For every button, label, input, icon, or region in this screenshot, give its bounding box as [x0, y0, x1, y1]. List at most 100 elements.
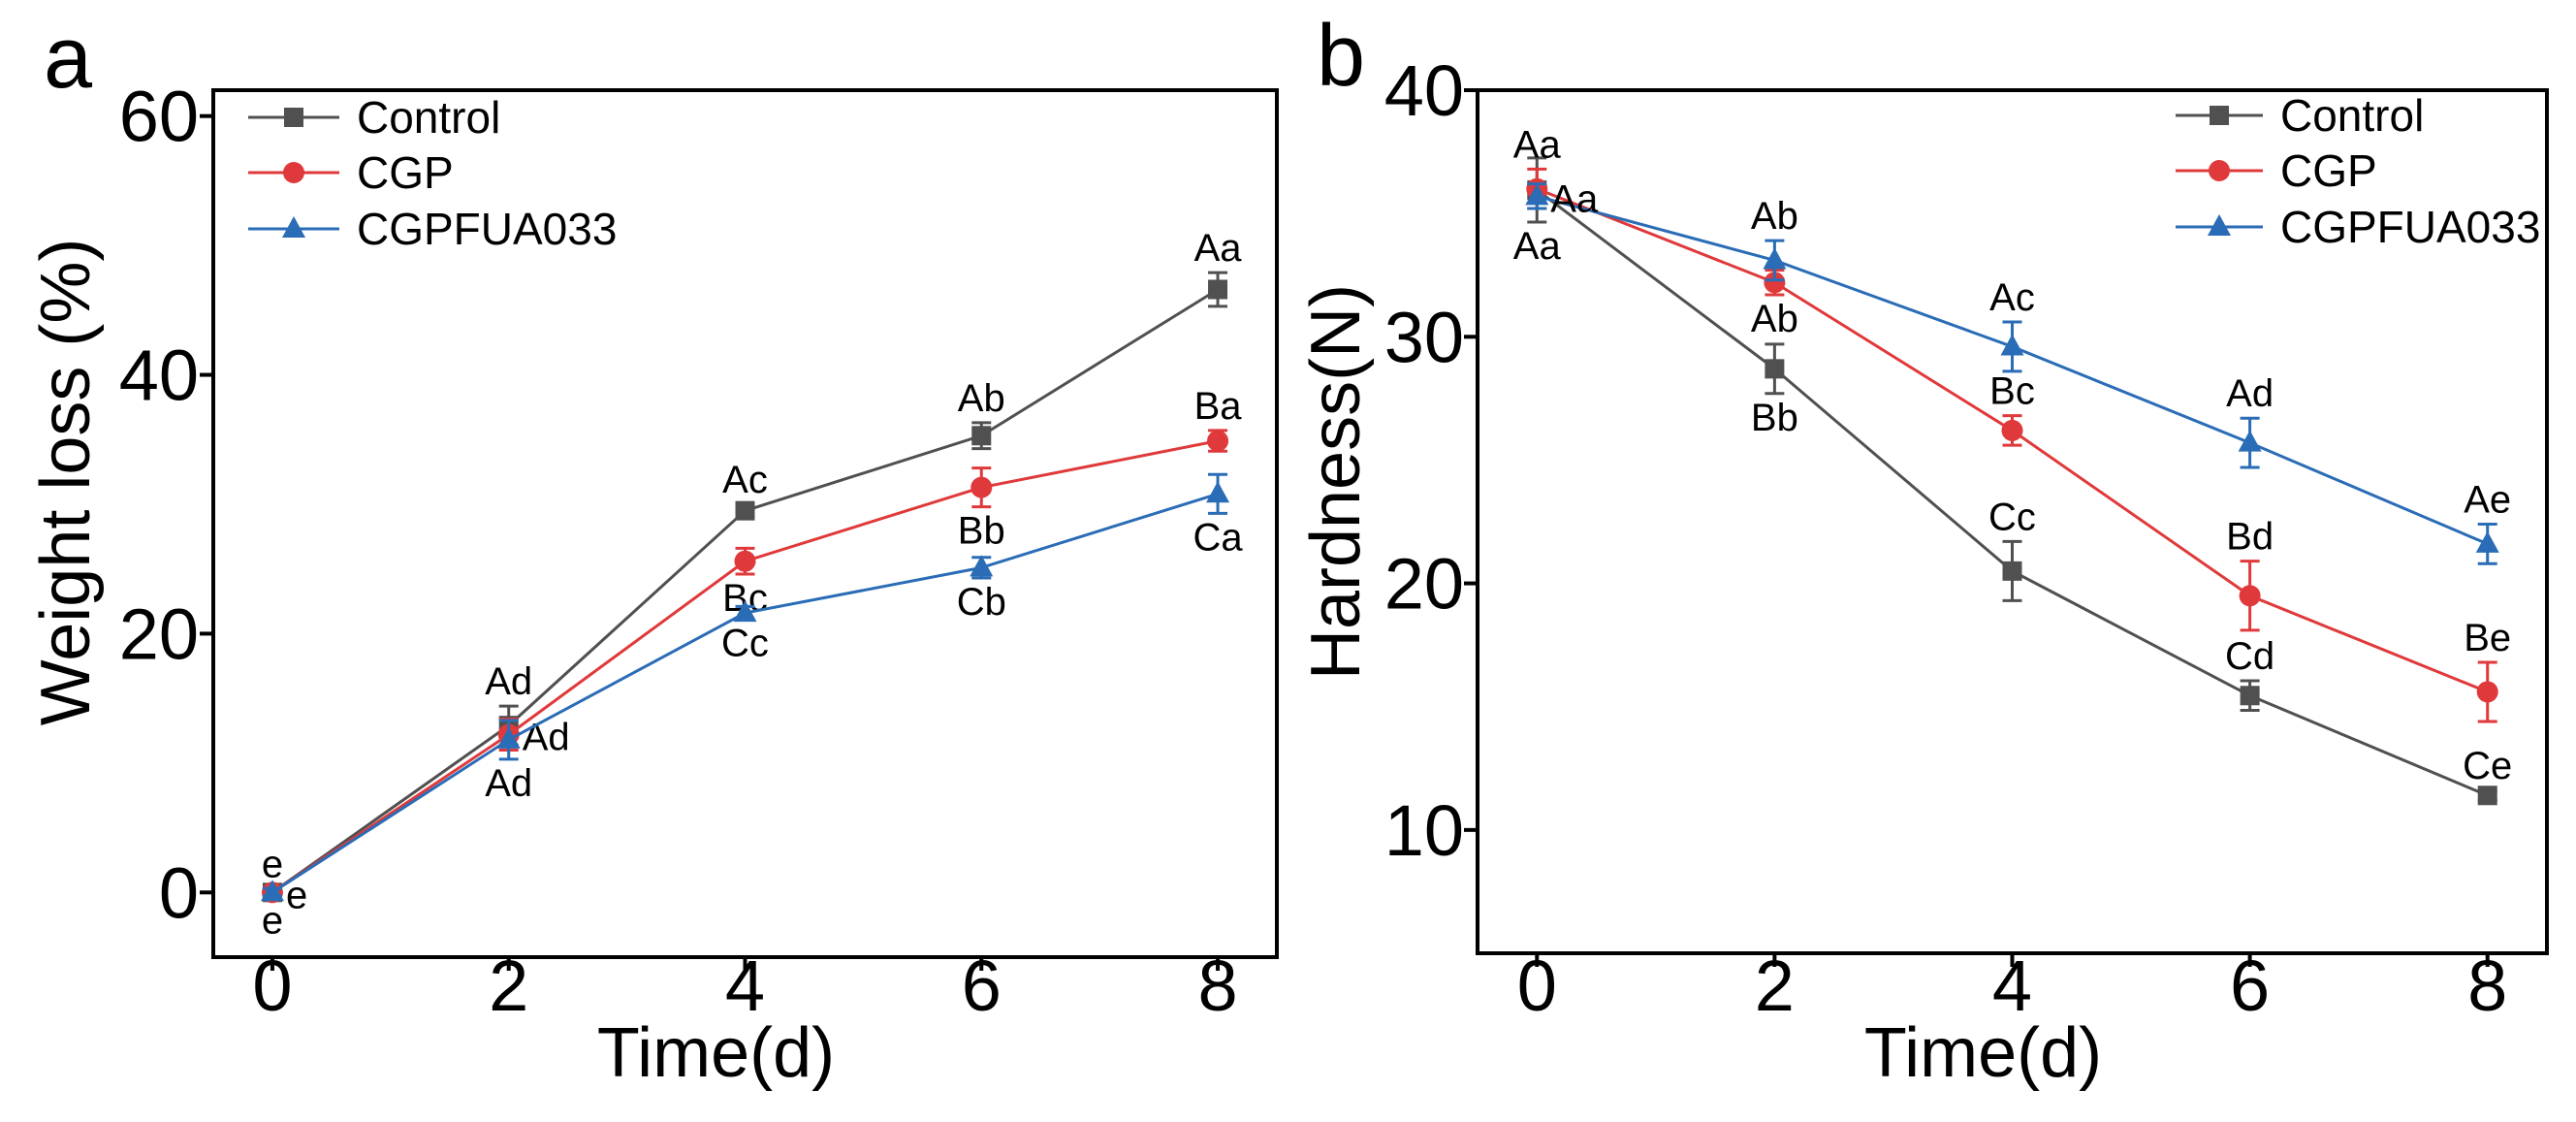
circle-marker — [283, 162, 304, 183]
triangle-marker — [1763, 247, 1787, 270]
triangle-marker — [2000, 334, 2024, 356]
significance-label: Ab — [1751, 195, 1798, 238]
significance-label: Bb — [1751, 397, 1798, 439]
square-marker — [2002, 561, 2022, 581]
square-marker — [2210, 106, 2229, 125]
triangle-marker — [733, 600, 757, 623]
triangle-marker — [1525, 183, 1549, 206]
legend-item: Control — [2176, 90, 2424, 141]
significance-label: e — [262, 843, 283, 885]
significance-label: Ad — [2226, 372, 2274, 415]
triangle-marker — [260, 880, 284, 902]
y-axis-title: Weight loss (%) — [27, 239, 105, 726]
triangle-marker — [496, 726, 521, 749]
circle-marker — [1207, 430, 1229, 452]
triangle-marker — [1206, 481, 1230, 503]
significance-label: Cc — [1988, 496, 2036, 538]
significance-label: Ab — [1751, 298, 1798, 340]
legend-label: CGP — [357, 147, 454, 198]
legend-item: Control — [248, 92, 500, 143]
significance-label: Aa — [1550, 177, 1599, 220]
x-tick-label: 4 — [725, 946, 765, 1026]
significance-label: Ce — [2463, 745, 2512, 787]
square-marker — [971, 426, 992, 446]
significance-label: e — [286, 874, 307, 916]
circle-marker — [734, 550, 756, 572]
panel-b: b 10 20 30 40 0 2 4 6 8 Time(d) Hardness(N) Aa Bb Cc Cd… — [1297, 8, 2549, 1092]
series-cgpfua033: Aa Ab Ac Ad Ae — [1525, 177, 2511, 565]
significance-label: Cd — [2225, 635, 2274, 678]
significance-label: Ad — [523, 716, 570, 758]
panel-letter: b — [1317, 8, 1365, 105]
significance-label: Aa — [1513, 225, 1562, 268]
square-marker — [2477, 785, 2497, 806]
significance-label: Ba — [1194, 385, 1243, 428]
panel-letter: a — [44, 10, 93, 107]
significance-label: Ca — [1193, 516, 1243, 559]
circle-marker — [1764, 272, 1786, 294]
x-tick-label: 0 — [1517, 946, 1557, 1026]
significance-label: Bd — [2226, 516, 2274, 559]
significance-label: e — [262, 899, 283, 942]
circle-marker — [970, 476, 993, 498]
legend-label: CGP — [2280, 145, 2377, 196]
x-axis-title: Time(d) — [1864, 1014, 2102, 1092]
significance-label: Cc — [721, 623, 769, 665]
y-tick-label: 40 — [1384, 50, 1464, 131]
significance-label: Ad — [485, 762, 532, 805]
y-tick-label: 20 — [1384, 544, 1464, 625]
circle-marker — [2209, 160, 2230, 181]
series-cgpfua033: e Ad Cc Cb Ca — [260, 472, 1243, 942]
y-tick-label: 10 — [1384, 790, 1464, 871]
x-tick-label: 4 — [1992, 946, 2032, 1026]
significance-label: Aa — [1513, 123, 1562, 166]
legend-label: Control — [357, 92, 500, 143]
x-tick-label: 6 — [962, 946, 1002, 1026]
legend-label: CGPFUA033 — [357, 204, 617, 254]
triangle-marker — [970, 555, 994, 577]
square-marker — [1765, 359, 1785, 379]
legend-item: CGPFUA033 — [2176, 202, 2540, 252]
legend-item: CGP — [248, 147, 454, 198]
x-tick-label: 8 — [1197, 946, 1237, 1026]
significance-label: Bb — [958, 510, 1005, 553]
significance-label: Ae — [2464, 479, 2511, 522]
significance-label: Ac — [1989, 276, 2035, 319]
triangle-marker — [2238, 430, 2262, 452]
y-tick-label: 20 — [119, 593, 199, 674]
significance-label: Cb — [957, 581, 1006, 624]
triangle-marker — [282, 216, 305, 238]
square-marker — [2240, 686, 2260, 706]
x-tick-label: 2 — [1755, 946, 1795, 1026]
circle-marker — [2476, 681, 2498, 703]
y-tick-label: 30 — [1384, 297, 1464, 377]
significance-label: Aa — [1194, 227, 1243, 270]
square-marker — [1208, 279, 1228, 300]
y-tick-label: 40 — [119, 336, 199, 416]
x-tick-label: 0 — [252, 946, 292, 1026]
y-axis-title: Hardness(N) — [1297, 284, 1375, 680]
series-control: Aa Bb Cc Cd Ce — [1513, 156, 2512, 806]
x-tick-label: 6 — [2230, 946, 2270, 1026]
legend-item: CGPFUA033 — [248, 204, 617, 254]
significance-label: Be — [2464, 617, 2511, 659]
legend-label: Control — [2280, 90, 2424, 141]
square-marker — [735, 500, 755, 521]
x-axis-title: Time(d) — [597, 1014, 835, 1092]
x-tick-label: 2 — [489, 946, 528, 1026]
significance-label: Ad — [485, 660, 532, 703]
triangle-marker — [2208, 214, 2231, 236]
legend-label: CGPFUA033 — [2280, 202, 2540, 252]
circle-marker — [2001, 419, 2023, 441]
y-tick-label: 0 — [159, 852, 199, 933]
y-tick-label: 60 — [119, 77, 199, 157]
legend-item: CGP — [2176, 145, 2377, 196]
square-marker — [284, 108, 303, 127]
triangle-marker — [2475, 530, 2499, 553]
significance-label: Bc — [1989, 370, 2035, 413]
significance-label: Ab — [958, 377, 1005, 420]
panel-a: a 0 20 40 60 0 2 4 6 8 Time(d) Weight loss (%) e Ad Ac… — [27, 10, 1279, 1092]
circle-marker — [2239, 585, 2261, 607]
significance-label: Ac — [722, 459, 768, 501]
